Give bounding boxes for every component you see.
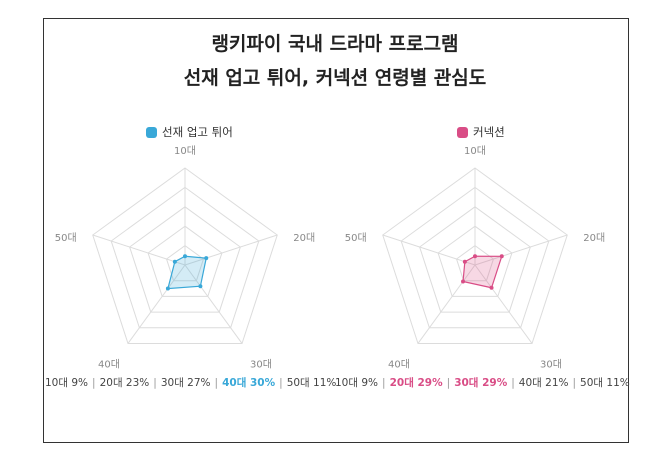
summary-item: 40대 21% (518, 377, 569, 389)
axis-label: 40대 (98, 358, 120, 370)
summary-item: 20대 23% (99, 377, 150, 389)
axis-label: 10대 (174, 145, 196, 157)
grid-spoke (474, 234, 568, 266)
summary-right: 10대 9% | 20대 29% | 30대 29% | 40대 21% | 50대 11% (335, 375, 630, 390)
summary-left: 10대 9% | 20대 23% | 30대 27% | 40대 30% | 50대 11% (45, 375, 337, 390)
grid-spoke (474, 264, 533, 344)
summary-item: 30대 29% (454, 377, 508, 389)
axis-label: 20대 (293, 232, 315, 244)
grid-ring (400, 186, 550, 329)
data-point (165, 286, 170, 291)
axis-label: 30대 (540, 358, 562, 370)
summary-separator: | (214, 377, 219, 389)
summary-item: 50대 11% (286, 377, 337, 389)
grid-spoke (417, 264, 476, 344)
grid-spoke (184, 264, 243, 344)
axis-label: 50대 (55, 232, 77, 244)
axis-label: 10대 (464, 145, 486, 157)
data-point (204, 256, 209, 261)
legend-label-right: 커넥션 (473, 125, 505, 139)
grid-spoke (382, 234, 476, 266)
legend-label-left: 선재 업고 튀어 (162, 125, 233, 139)
axis-label: 30대 (250, 358, 272, 370)
summary-separator: | (382, 377, 386, 389)
grid-ring (110, 186, 260, 329)
chart-title-line-1: 랭키파이 국내 드라마 프로그램 (211, 33, 459, 55)
legend-left: 선재 업고 튀어 (146, 124, 233, 140)
chart-frame (43, 18, 629, 443)
data-point (462, 259, 467, 264)
summary-separator: | (511, 377, 515, 389)
radar-chart-right: 10대 20대 30대 40대 50대 (345, 145, 605, 370)
data-point (461, 279, 466, 284)
summary-separator: | (279, 377, 283, 389)
data-point (489, 285, 494, 290)
data-point (473, 254, 477, 259)
grid-spoke (92, 234, 186, 266)
chart-title-line-2: 선재 업고 튀어, 커넥션 연령별 관심도 (183, 67, 487, 89)
summary-item: 40대 30% (222, 377, 276, 389)
grid-spoke (184, 234, 278, 266)
summary-item: 50대 11% (580, 377, 630, 389)
summary-item: 10대 9% (45, 377, 89, 389)
summary-separator: | (92, 377, 96, 389)
grid-ring (147, 225, 223, 297)
grid-spoke (127, 264, 186, 344)
radar-chart-left: 10대 20대 30대 40대 50대 (55, 145, 315, 370)
grid-ring (437, 225, 513, 297)
data-point (183, 254, 187, 259)
chart-title: 랭키파이 국내 드라마 프로그램 선재 업고 튀어, 커넥션 연령별 관심도 (0, 27, 670, 95)
grid-ring (165, 244, 205, 282)
data-point (172, 259, 177, 264)
grid-ring (129, 206, 241, 313)
summary-separator: | (153, 377, 157, 389)
legend-swatch-left (146, 126, 157, 138)
summary-separator: | (446, 377, 451, 389)
legend-swatch-right (457, 126, 468, 138)
axis-label: 40대 (388, 358, 410, 370)
axis-label: 50대 (345, 232, 367, 244)
data-area (462, 255, 503, 289)
summary-item: 30대 27% (160, 377, 211, 389)
summary-separator: | (572, 377, 577, 389)
grid-ring (382, 167, 568, 344)
grid-ring (92, 167, 278, 344)
axis-label: 20대 (583, 232, 605, 244)
data-point (499, 254, 504, 259)
legend-right: 커넥션 (457, 124, 505, 140)
summary-item: 20대 29% (389, 377, 443, 389)
grid-ring (419, 206, 531, 313)
data-point (198, 284, 203, 289)
summary-item: 10대 9% (335, 377, 379, 389)
